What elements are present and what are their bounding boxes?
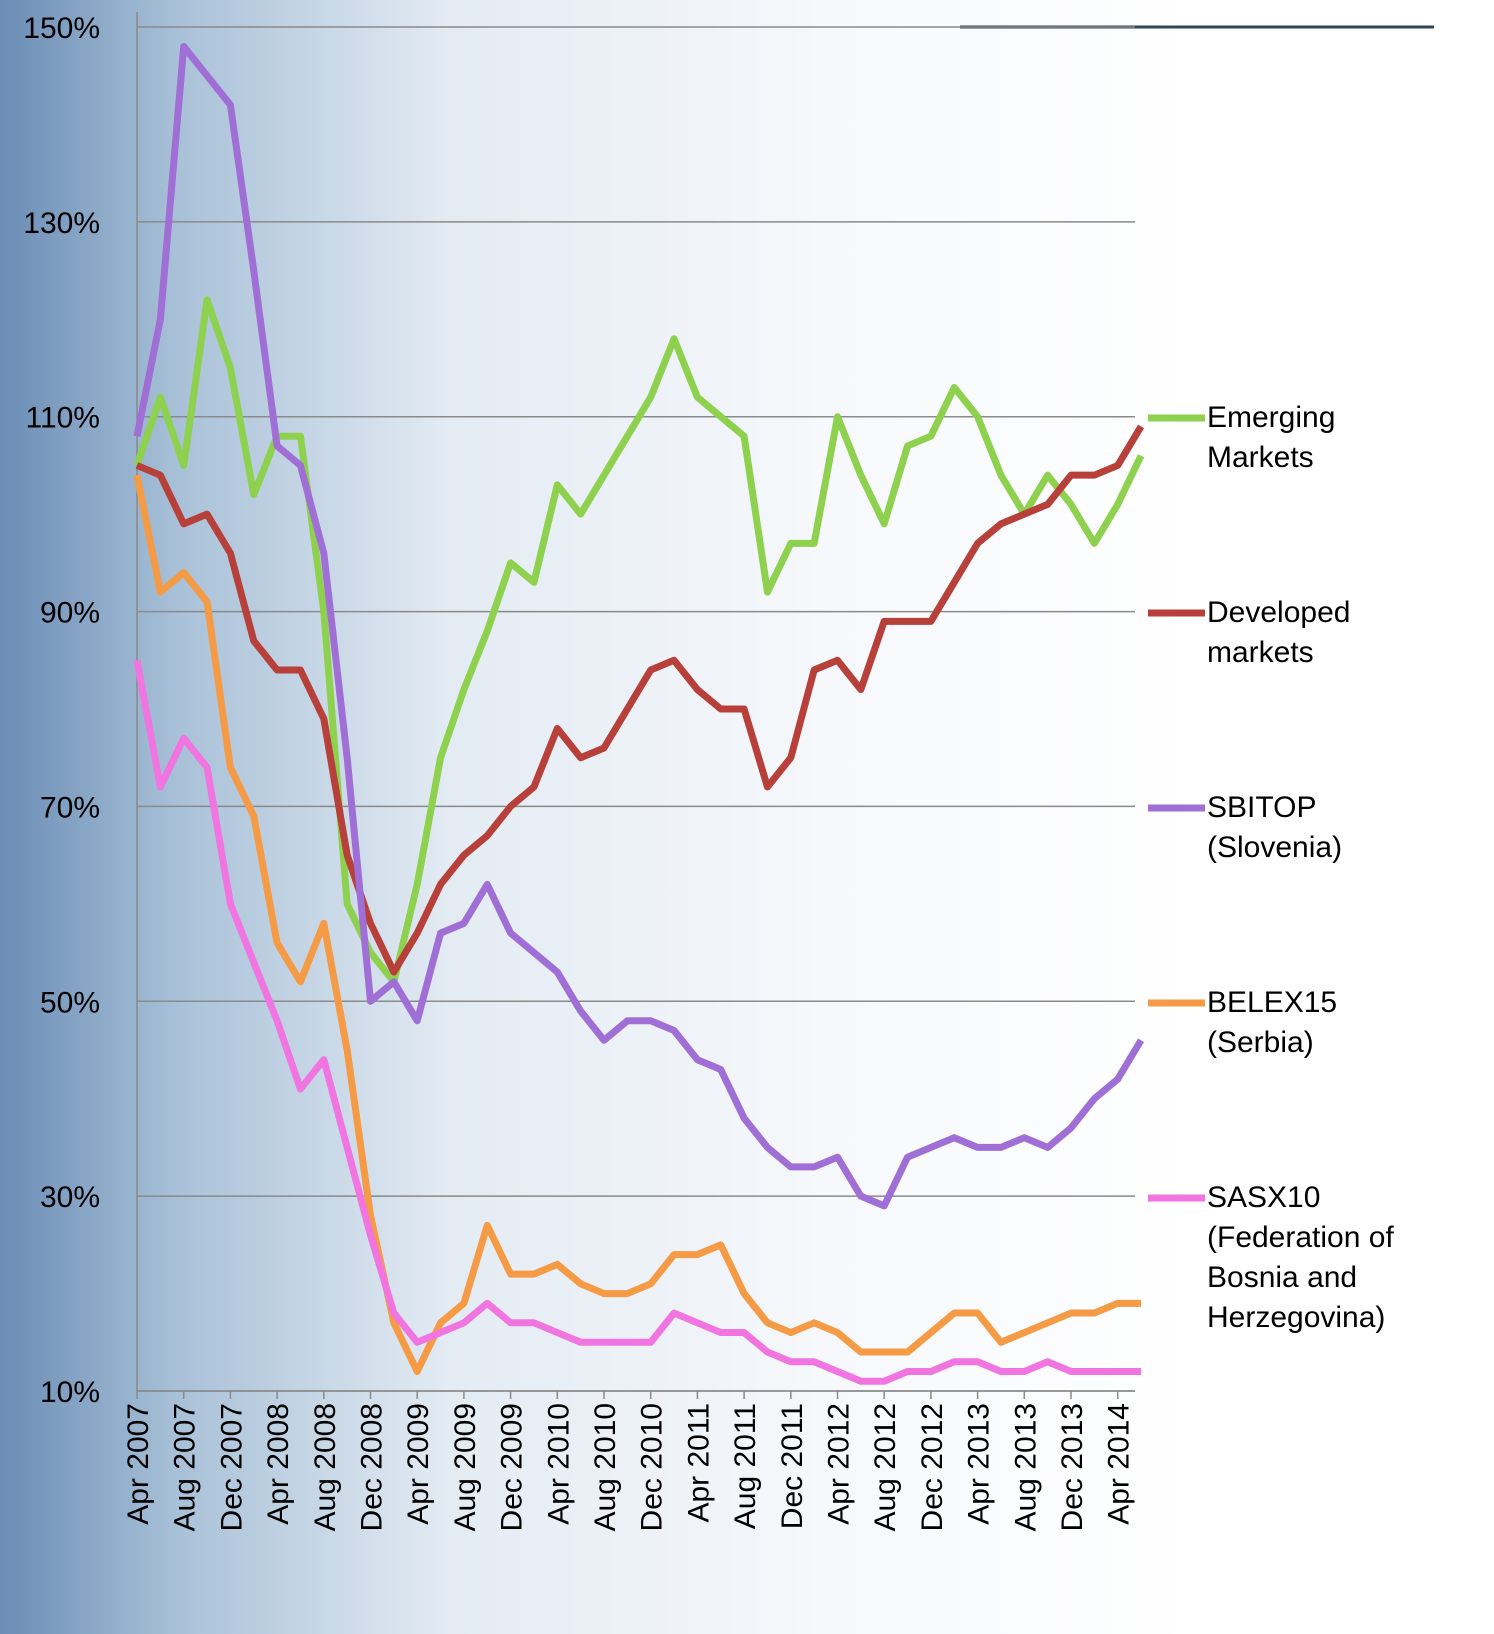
x-tick-label: Aug 2007 xyxy=(169,1403,202,1531)
x-tick-label: Dec 2013 xyxy=(1056,1403,1089,1531)
x-tick-label: Dec 2008 xyxy=(356,1403,389,1531)
series-line xyxy=(137,46,1141,1205)
x-tick-label: Aug 2012 xyxy=(869,1403,902,1531)
x-tick-label: Aug 2011 xyxy=(729,1403,762,1529)
y-tick-label: 110% xyxy=(25,402,100,435)
legend-label: BELEX15 (Serbia) xyxy=(1207,983,1432,1063)
x-tick-label: Aug 2010 xyxy=(589,1403,622,1531)
series-line xyxy=(137,475,1141,1371)
y-tick-label: 10% xyxy=(40,1376,100,1409)
x-tick-label: Aug 2008 xyxy=(309,1403,342,1531)
x-tick-label: Apr 2011 xyxy=(682,1403,715,1523)
y-tick-label: 70% xyxy=(40,791,100,824)
x-tick-label: Dec 2009 xyxy=(496,1403,529,1531)
x-tick-label: Apr 2013 xyxy=(963,1403,996,1525)
legend-label: SASX10 (Federation of Bosnia and Herzego… xyxy=(1207,1178,1432,1338)
page: 10% 30% 50% 70% 90% 110% 130% 150% Apr 2007 Aug 2… xyxy=(0,0,1494,1634)
x-tick-label: Dec 2010 xyxy=(636,1403,669,1531)
y-tick-label: 130% xyxy=(23,207,100,240)
x-tick-label: Apr 2012 xyxy=(823,1403,856,1525)
x-tick-label: Dec 2012 xyxy=(916,1403,949,1531)
legend-label: Emerging Markets xyxy=(1207,398,1432,478)
y-tick-label: 90% xyxy=(40,597,100,630)
x-tick-label: Apr 2010 xyxy=(542,1403,575,1525)
series-line xyxy=(137,426,1141,972)
x-tick-label: Apr 2014 xyxy=(1103,1403,1136,1525)
x-tick-label: Aug 2013 xyxy=(1009,1403,1042,1531)
x-tick-label: Apr 2009 xyxy=(402,1403,435,1525)
legend-label: Developed markets xyxy=(1207,593,1432,673)
x-tick-label: Aug 2009 xyxy=(449,1403,482,1531)
x-tick-label: Dec 2011 xyxy=(776,1403,809,1529)
y-tick-label: 30% xyxy=(40,1181,100,1214)
x-tick-label: Apr 2007 xyxy=(122,1403,155,1525)
x-tick-label: Dec 2007 xyxy=(215,1403,248,1531)
legend-label: SBITOP (Slovenia) xyxy=(1207,788,1432,868)
series-line xyxy=(137,300,1141,982)
y-tick-label: 150% xyxy=(23,12,100,45)
x-tick-label: Apr 2008 xyxy=(262,1403,295,1525)
y-tick-label: 50% xyxy=(40,986,100,1019)
